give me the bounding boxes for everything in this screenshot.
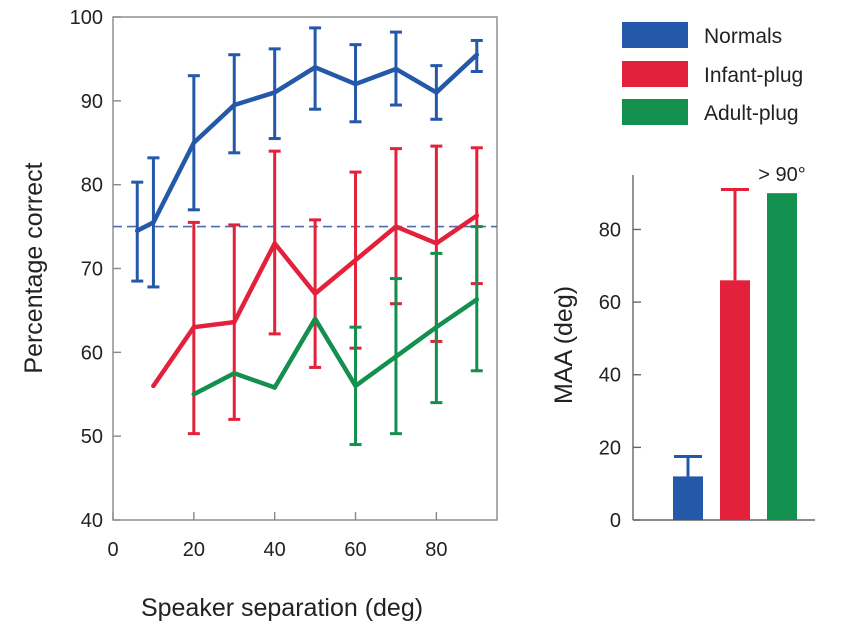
left-y-ticks: 40 50 60 70 80 90 100 (70, 7, 121, 532)
legend: Normals Infant-plug Adult-plug (622, 22, 803, 125)
data-point-normals (393, 66, 399, 72)
left-x-tick-label: 80 (425, 539, 447, 561)
data-point-infant-plug (191, 324, 197, 330)
data-point-normals (312, 65, 318, 70)
right-y-axis-title: MAA (deg) (550, 286, 578, 404)
right-y-tick-label: 40 (599, 365, 621, 387)
series-normals (131, 26, 483, 289)
data-point-adult-plug (312, 316, 318, 321)
bar-group: > 90° (673, 164, 806, 520)
data-point-infant-plug (474, 213, 479, 218)
left-x-tick-label: 60 (344, 539, 366, 561)
data-point-normals (232, 102, 237, 108)
right-y-tick-label: 60 (599, 292, 621, 314)
data-point-normals (272, 90, 277, 95)
left-x-ticks: 0 20 40 60 80 (107, 512, 447, 561)
right-y-ticks: 0 20 40 60 80 (599, 219, 641, 532)
bar-normals (673, 476, 703, 520)
data-point-normals (151, 220, 156, 225)
left-y-tick-label: 50 (81, 426, 103, 448)
data-point-adult-plug (191, 392, 197, 397)
data-point-normals (434, 90, 439, 95)
legend-label-adult-plug: Adult-plug (704, 102, 799, 125)
right-y-tick-label: 80 (599, 219, 621, 241)
data-point-adult-plug (474, 297, 479, 302)
legend-swatch-normals (622, 22, 688, 48)
data-point-infant-plug (151, 383, 156, 389)
data-point-normals (135, 228, 140, 233)
legend-swatch-adult-plug (622, 99, 688, 125)
line-series-group (131, 26, 483, 447)
data-point-infant-plug (272, 241, 277, 246)
right-y-tick-label: 20 (599, 437, 621, 459)
left-y-tick-label: 90 (81, 91, 103, 113)
legend-entry-normals: Normals (622, 22, 782, 48)
left-y-tick-label: 40 (81, 510, 103, 532)
data-point-infant-plug (434, 241, 439, 246)
left-x-tick-label: 40 (264, 539, 286, 561)
left-x-axis-title: Speaker separation (deg) (141, 594, 423, 622)
legend-label-infant-plug: Infant-plug (704, 64, 803, 87)
legend-entry-adult-plug: Adult-plug (622, 99, 799, 125)
line-normals (135, 52, 480, 234)
data-point-adult-plug (272, 385, 277, 390)
right-y-tick-label: 0 (610, 510, 621, 532)
percentage-correct-chart: 40 50 60 70 80 90 100 0 20 40 60 80 Percentage cor… (20, 7, 498, 622)
data-point-adult-plug (434, 324, 439, 330)
maa-bar-chart: 0 20 40 60 80 > 90° MAA (deg) (550, 164, 815, 532)
data-point-normals (474, 52, 479, 57)
left-y-axis-title: Percentage correct (20, 162, 48, 373)
data-point-infant-plug (353, 257, 358, 263)
left-y-tick-label: 100 (70, 7, 103, 29)
series-adult-plug (191, 225, 483, 447)
data-point-adult-plug (232, 371, 237, 376)
left-x-tick-label: 0 (107, 539, 118, 561)
legend-label-normals: Normals (704, 25, 782, 48)
data-point-adult-plug (393, 354, 399, 359)
line-adult-plug (191, 297, 480, 397)
data-point-infant-plug (393, 224, 399, 229)
data-point-infant-plug (312, 291, 318, 296)
left-y-tick-label: 60 (81, 342, 103, 364)
data-point-normals (353, 81, 358, 87)
bar-adult-plug (767, 193, 797, 520)
bar-annotation: > 90° (758, 164, 805, 186)
left-y-tick-label: 80 (81, 175, 103, 197)
legend-entry-infant-plug: Infant-plug (622, 61, 803, 87)
bar-infant-plug (720, 280, 750, 520)
left-y-tick-label: 70 (81, 259, 103, 281)
legend-swatch-infant-plug (622, 61, 688, 87)
data-point-infant-plug (232, 319, 237, 325)
left-x-tick-label: 20 (183, 539, 205, 561)
data-point-adult-plug (353, 383, 358, 389)
data-point-normals (191, 140, 197, 145)
